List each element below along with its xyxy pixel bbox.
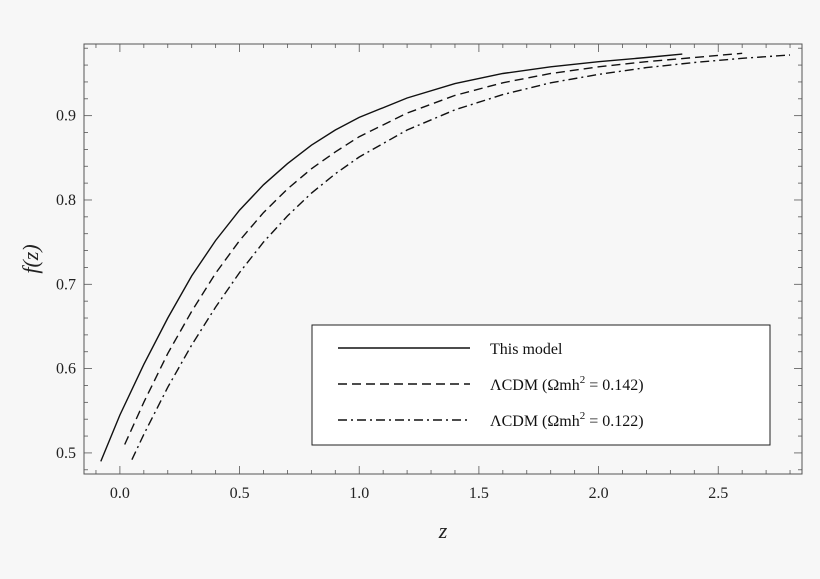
legend-label-1: This model (490, 341, 563, 358)
y-tick-label: 0.6 (56, 361, 76, 378)
series-line-2 (124, 52, 743, 445)
axis-ticks: 0.0 0.5 1.0 1.5 2.0 2.5 0.5 0.6 0.7 0.8 0.9 (56, 44, 802, 502)
y-tick-label: 0.8 (56, 192, 76, 209)
x-tick-label: 2.5 (708, 485, 728, 502)
x-tick-label: 2.0 (589, 485, 609, 502)
y-tick-label: 0.9 (56, 108, 76, 125)
y-tick-label: 0.5 (56, 445, 76, 462)
x-tick-label: 0.0 (110, 485, 130, 502)
legend-label-2: ΛCDM (Ωmh2 = 0.142) (490, 374, 644, 394)
x-tick-label: 0.5 (230, 485, 250, 502)
y-tick-label: 0.7 (56, 276, 76, 293)
y-axis-title: f(z) (18, 244, 43, 273)
series-group (100, 52, 791, 462)
legend-label-3: ΛCDM (Ωmh2 = 0.122) (490, 410, 644, 430)
series-line-3 (131, 54, 791, 460)
x-tick-label: 1.5 (469, 485, 489, 502)
x-tick-label: 1.0 (349, 485, 369, 502)
plot-frame (83, 43, 803, 475)
x-axis-title: z (438, 518, 448, 543)
series-line-1 (100, 53, 683, 462)
legend-box (311, 324, 771, 446)
legend: This model ΛCDM (Ωmh2 = 0.142) ΛCDM (Ωmh2 … (311, 324, 771, 446)
plot-border (83, 43, 803, 475)
